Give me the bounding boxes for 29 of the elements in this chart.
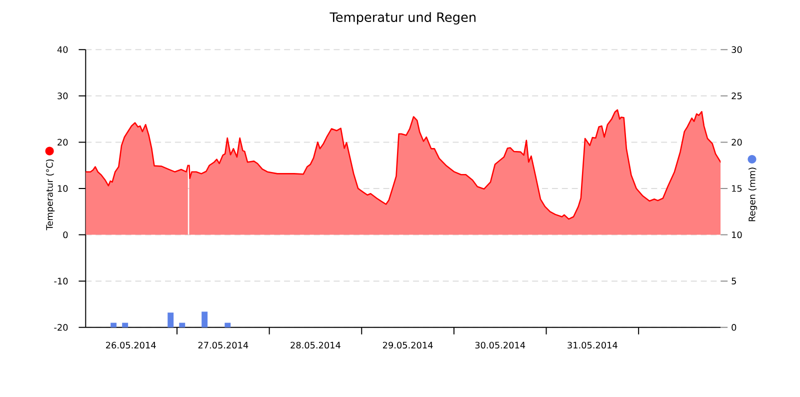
bar bbox=[179, 322, 186, 328]
y2-tick-label: 10 bbox=[732, 232, 742, 238]
y2-axis-title: Regen (mm) bbox=[748, 168, 758, 222]
bar bbox=[224, 322, 231, 328]
y-tick-label: -20 bbox=[54, 324, 68, 331]
x-tick-label: 26.05.2014 bbox=[106, 342, 156, 349]
y2-tick-label: 25 bbox=[732, 92, 742, 100]
bar bbox=[122, 322, 128, 328]
y-tick-label: 20 bbox=[58, 138, 68, 146]
y2-tick-label: 20 bbox=[732, 138, 742, 146]
y2-tick-label: 15 bbox=[732, 185, 742, 192]
y-tick-label: 30 bbox=[58, 92, 68, 100]
y-tick-label: 10 bbox=[58, 185, 68, 192]
chart-title: Temperatur und Regen bbox=[330, 12, 476, 25]
x-tick-label: 31.05.2014 bbox=[568, 342, 618, 349]
bar bbox=[110, 322, 117, 328]
x-tick-label: 27.05.2014 bbox=[198, 342, 248, 349]
y-tick-label: 0 bbox=[63, 232, 68, 238]
bar bbox=[202, 312, 208, 328]
y2-tick-label: 5 bbox=[732, 278, 736, 284]
x-tick-label: 30.05.2014 bbox=[475, 342, 526, 349]
x-tick-label: 28.05.2014 bbox=[290, 342, 340, 349]
y-tick-label: -10 bbox=[54, 278, 68, 285]
bar bbox=[168, 312, 174, 328]
y-axis-title: Temperatur (°C) bbox=[46, 160, 55, 230]
x-tick-label: 29.05.2014 bbox=[382, 342, 433, 349]
y2-tick-label: 0 bbox=[732, 324, 736, 331]
y2-tick-label: 30 bbox=[732, 46, 742, 54]
y-tick-label: 40 bbox=[57, 46, 68, 54]
